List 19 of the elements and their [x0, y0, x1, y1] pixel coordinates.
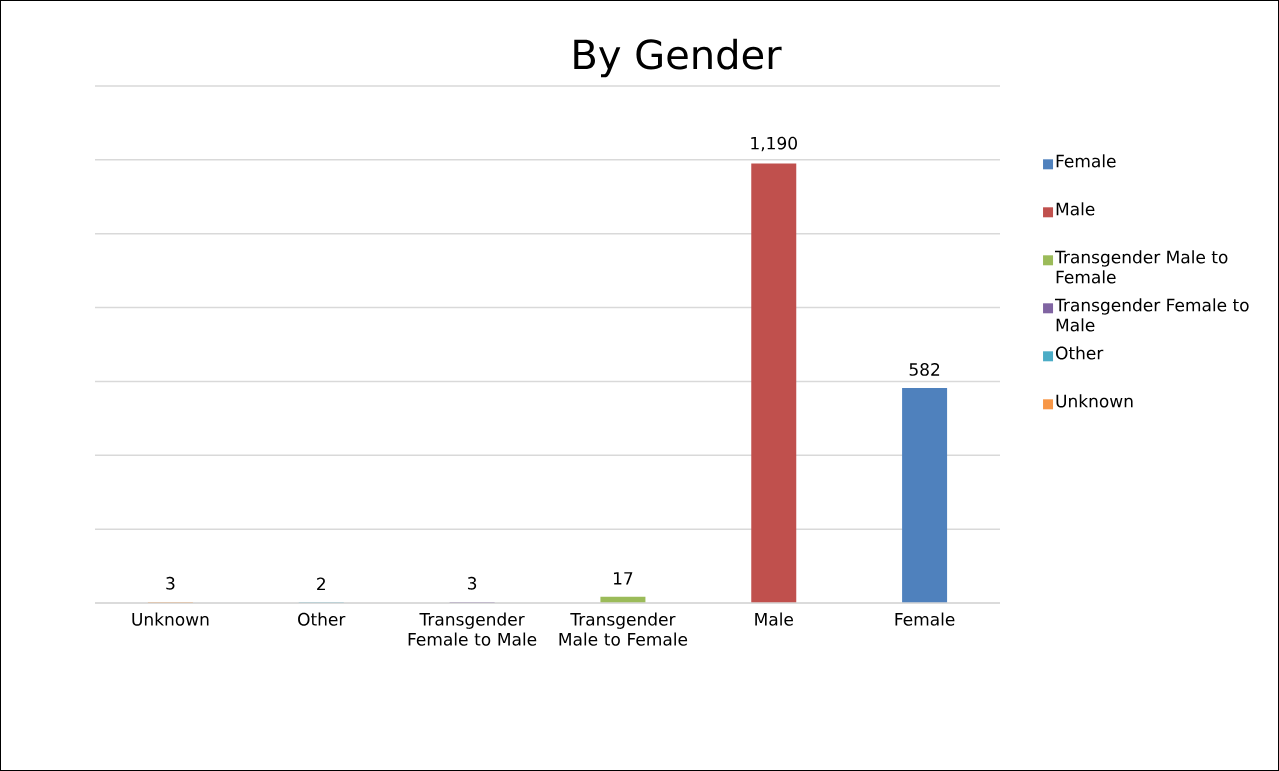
- data-label: 582: [909, 363, 940, 376]
- x-tick-label: Transgender Female to Male: [408, 612, 537, 646]
- chart-title: By Gender: [574, 38, 782, 78]
- data-label: 3: [467, 576, 477, 590]
- x-tick-label: Transgender Male to Female: [559, 612, 688, 646]
- data-label: 3: [166, 576, 175, 590]
- data-label: 1,190: [751, 136, 797, 152]
- legend-label: Unknown: [1056, 394, 1133, 408]
- legend-label: Female: [1056, 154, 1116, 168]
- data-label: 17: [613, 572, 633, 585]
- x-tick-label: Female: [895, 612, 955, 626]
- x-tick-label: Unknown: [132, 612, 209, 626]
- x-tick-label: Other: [298, 612, 346, 626]
- legend-label: Male: [1056, 202, 1095, 216]
- legend-label: Transgender Male to Female: [1054, 250, 1228, 284]
- x-tick-label: Male: [755, 612, 793, 626]
- legend-label: Transgender Female to Male: [1054, 298, 1249, 332]
- legend-label: Other: [1056, 346, 1104, 360]
- data-label: 2: [317, 577, 325, 591]
